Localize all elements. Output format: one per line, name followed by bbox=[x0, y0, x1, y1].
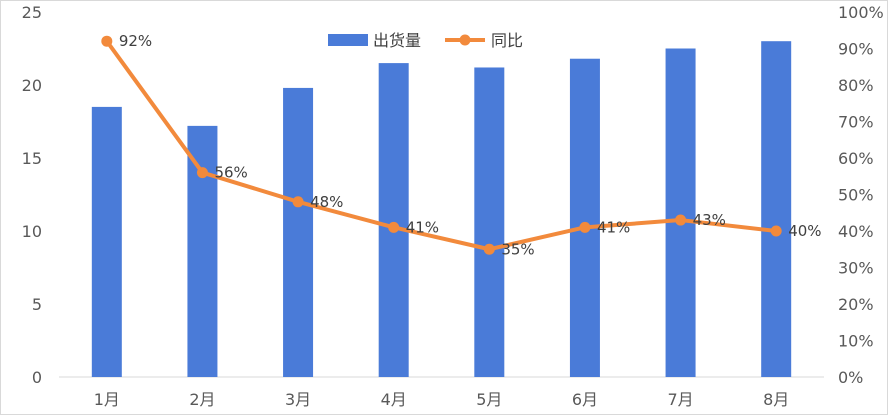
line-point bbox=[579, 221, 591, 233]
left-tick-label: 5 bbox=[32, 295, 42, 314]
right-tick-label: 50% bbox=[838, 186, 874, 205]
data-label: 92% bbox=[119, 32, 152, 50]
right-tick-label: 70% bbox=[838, 113, 874, 132]
x-tick-label: 7月 bbox=[667, 390, 693, 409]
bar bbox=[569, 58, 600, 377]
data-label: 56% bbox=[214, 164, 247, 182]
right-tick-label: 30% bbox=[838, 259, 874, 278]
right-tick-label: 80% bbox=[838, 76, 874, 95]
bar-series bbox=[91, 41, 792, 378]
line-point bbox=[483, 243, 495, 255]
bar bbox=[474, 67, 505, 377]
x-tick-label: 8月 bbox=[763, 390, 789, 409]
data-label: 43% bbox=[693, 211, 726, 229]
legend-label-bar: 出货量 bbox=[373, 31, 421, 50]
right-tick-label: 60% bbox=[838, 149, 874, 168]
right-tick-label: 40% bbox=[838, 222, 874, 241]
legend-marker-line bbox=[459, 34, 471, 46]
line-point bbox=[292, 196, 304, 208]
data-label: 41% bbox=[597, 218, 630, 236]
line-point bbox=[388, 221, 400, 233]
line-point bbox=[770, 225, 782, 237]
bar bbox=[283, 87, 314, 378]
legend-label-line: 同比 bbox=[491, 31, 523, 50]
bar bbox=[187, 125, 218, 377]
line-point bbox=[196, 167, 208, 179]
bar bbox=[378, 63, 409, 377]
left-axis: 0 5 10 15 20 25 bbox=[22, 3, 42, 387]
left-tick-label: 0 bbox=[32, 368, 42, 387]
data-label: 35% bbox=[501, 240, 534, 258]
left-tick-label: 10 bbox=[22, 222, 42, 241]
x-tick-label: 2月 bbox=[189, 390, 215, 409]
bar bbox=[761, 41, 792, 377]
bar bbox=[665, 48, 696, 377]
x-tick-label: 6月 bbox=[572, 390, 598, 409]
x-tick-label: 3月 bbox=[285, 390, 311, 409]
left-tick-label: 15 bbox=[22, 149, 42, 168]
right-tick-label: 90% bbox=[838, 40, 874, 59]
x-tick-label: 5月 bbox=[476, 390, 502, 409]
data-label: 40% bbox=[788, 222, 821, 240]
data-label: 48% bbox=[310, 193, 343, 211]
right-tick-label: 10% bbox=[838, 332, 874, 351]
left-tick-label: 25 bbox=[22, 3, 42, 22]
x-axis: 1月 2月 3月 4月 5月 6月 7月 8月 bbox=[94, 390, 790, 409]
legend-swatch-bar bbox=[328, 34, 368, 46]
data-label: 41% bbox=[406, 218, 439, 236]
x-tick-label: 1月 bbox=[94, 390, 120, 409]
right-tick-label: 100% bbox=[838, 3, 884, 22]
line-path bbox=[105, 40, 777, 252]
right-tick-label: 20% bbox=[838, 295, 874, 314]
line-series: 92% 56% 48% 41% 35% 41% 43% 40% bbox=[101, 32, 822, 258]
bar bbox=[91, 106, 122, 378]
line-point bbox=[675, 214, 687, 226]
left-tick-label: 20 bbox=[22, 76, 42, 95]
x-tick-label: 4月 bbox=[381, 390, 407, 409]
line-point bbox=[101, 35, 113, 47]
right-axis: 0% 10% 20% 30% 40% 50% 60% 70% 80% 90% 100% bbox=[838, 3, 884, 387]
right-tick-label: 0% bbox=[838, 368, 863, 387]
legend: 出货量 同比 bbox=[328, 31, 523, 50]
